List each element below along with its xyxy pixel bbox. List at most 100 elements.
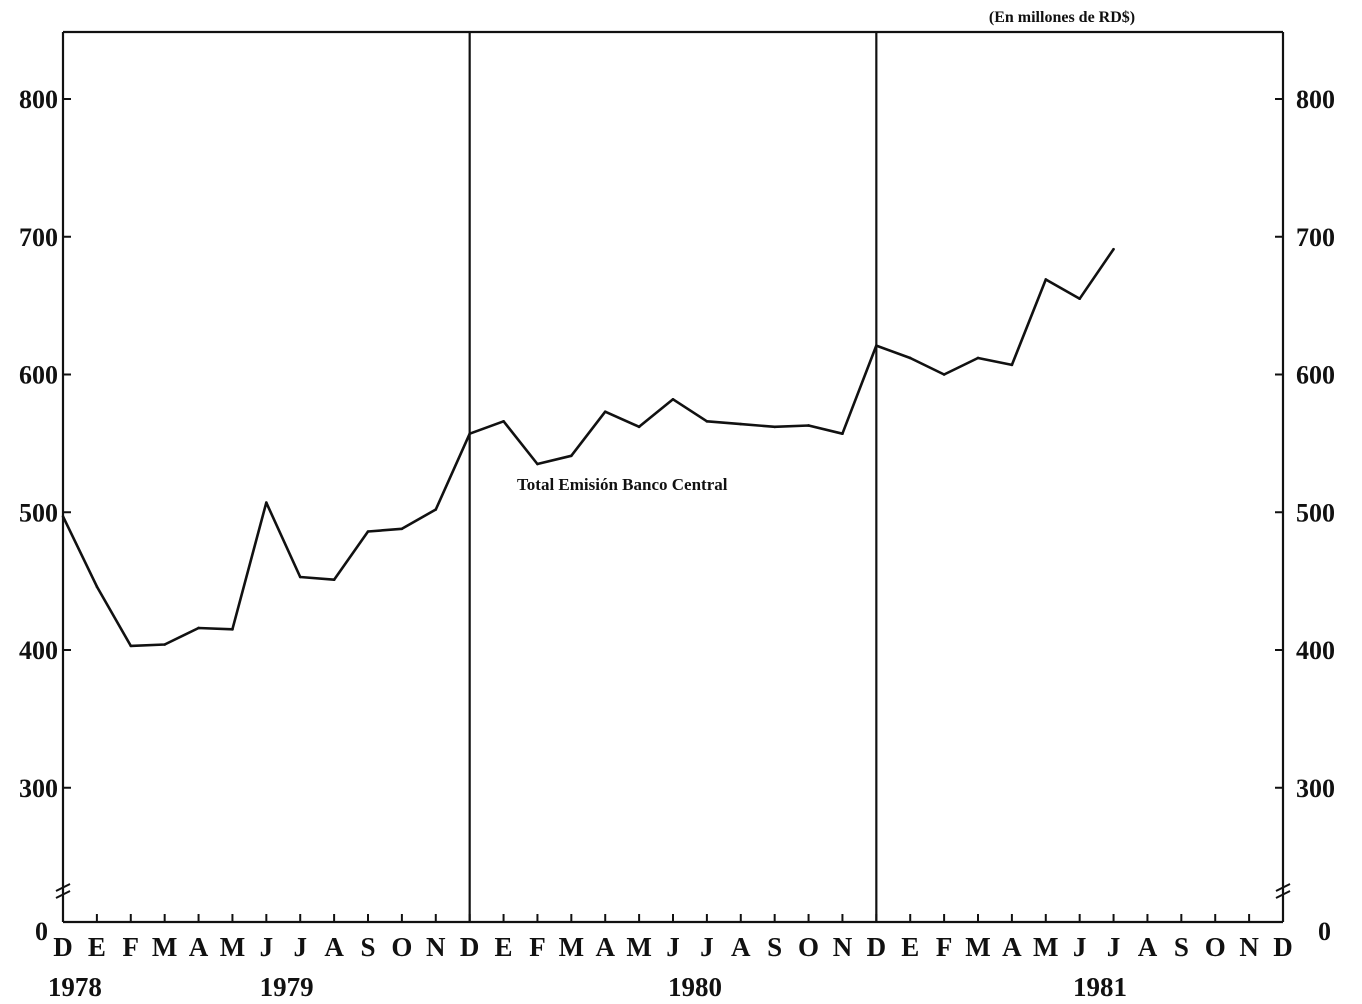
y-tick-label-left: 0 [35,917,48,946]
axis-break-mark [55,890,71,899]
data-point [298,575,302,579]
month-label: E [495,932,513,962]
y-tick-label-left: 500 [19,498,58,527]
series-line [61,248,1115,648]
month-label: O [798,932,819,962]
x-axis: D E F M A M J J A S O N D E F M A M J J A S O N D E F M A M J J A S O N D197… [48,914,1293,1002]
month-label: D [1273,932,1293,962]
data-point [434,508,438,511]
data-point [773,425,776,429]
data-point [400,527,404,531]
year-label: 1981 [1073,972,1127,1002]
data-point [705,420,709,423]
y-axis-right: 0 300 400 500 600 700 800 [1275,85,1335,946]
data-point [942,373,946,376]
y-tick-label-right: 0 [1318,917,1331,946]
data-point [807,424,810,427]
month-label: S [360,932,375,962]
axis-break-mark [55,883,71,892]
month-label: D [53,932,73,962]
data-point [603,410,607,413]
month-label: D [460,932,480,962]
data-point [231,628,234,631]
y-tick-label-right: 400 [1296,636,1335,665]
month-label: O [391,932,412,962]
unit-note: (En millones de RD$) [989,9,1135,26]
month-label: A [1002,932,1022,962]
year-label: 1979 [260,972,314,1002]
data-point [976,356,980,360]
month-label: J [293,932,307,962]
month-label: M [626,932,651,962]
axis-break-mark [1275,883,1291,892]
month-label: S [767,932,782,962]
month-label: D [867,932,887,962]
data-point [129,644,133,648]
month-label: A [731,932,751,962]
month-label: A [189,932,209,962]
month-label: F [123,932,140,962]
data-point [671,397,675,401]
year-dividers [468,32,878,922]
y-tick-label-left: 800 [19,85,58,114]
data-point [1078,297,1081,301]
data-point [841,432,844,436]
data-point [197,626,200,630]
month-label: S [1174,932,1189,962]
month-label: N [1239,932,1259,962]
series-label: Total Emisión Banco Central [517,475,728,494]
data-point [739,422,743,426]
month-label: A [595,932,615,962]
month-label: O [1205,932,1226,962]
data-point [332,578,336,582]
month-label: M [559,932,584,962]
month-label: J [1107,932,1121,962]
data-point [163,643,166,646]
month-label: M [1033,932,1058,962]
month-label: J [260,932,274,962]
y-tick-label-left: 300 [19,774,58,803]
data-point [1112,247,1115,251]
data-point [1044,278,1048,281]
data-point [1010,363,1014,367]
data-point [95,585,99,588]
y-tick-label-right: 500 [1296,498,1335,527]
y-tick-label-left: 400 [19,636,58,665]
data-point [61,515,65,518]
data-point [265,501,268,504]
data-point [366,530,370,533]
month-label: A [1138,932,1158,962]
data-point [570,454,573,458]
month-label: J [700,932,714,962]
month-label: J [1073,932,1087,962]
month-label: N [426,932,446,962]
month-label: E [88,932,106,962]
month-label: N [833,932,853,962]
y-tick-label-left: 600 [19,361,58,390]
month-label: M [965,932,990,962]
month-label: F [529,932,546,962]
y-tick-label-right: 700 [1296,223,1335,252]
month-label: A [324,932,344,962]
month-label: J [666,932,680,962]
data-point [637,425,641,429]
month-label: E [901,932,919,962]
year-label: 1980 [668,972,722,1002]
data-point [502,420,505,423]
data-point [875,344,878,347]
data-point [908,356,912,360]
y-tick-label-right: 800 [1296,85,1335,114]
y-tick-label-right: 300 [1296,774,1335,803]
data-point [536,462,539,466]
series-layer [61,247,1115,648]
month-label: M [220,932,245,962]
axis-break-mark [1275,890,1291,899]
data-point [468,432,471,436]
y-tick-label-left: 700 [19,223,58,252]
y-axis-left: 0 300 400 500 600 700 800 [19,85,71,946]
month-label: F [936,932,953,962]
month-label: M [152,932,177,962]
y-tick-label-right: 600 [1296,361,1335,390]
year-label: 1978 [48,972,102,1002]
